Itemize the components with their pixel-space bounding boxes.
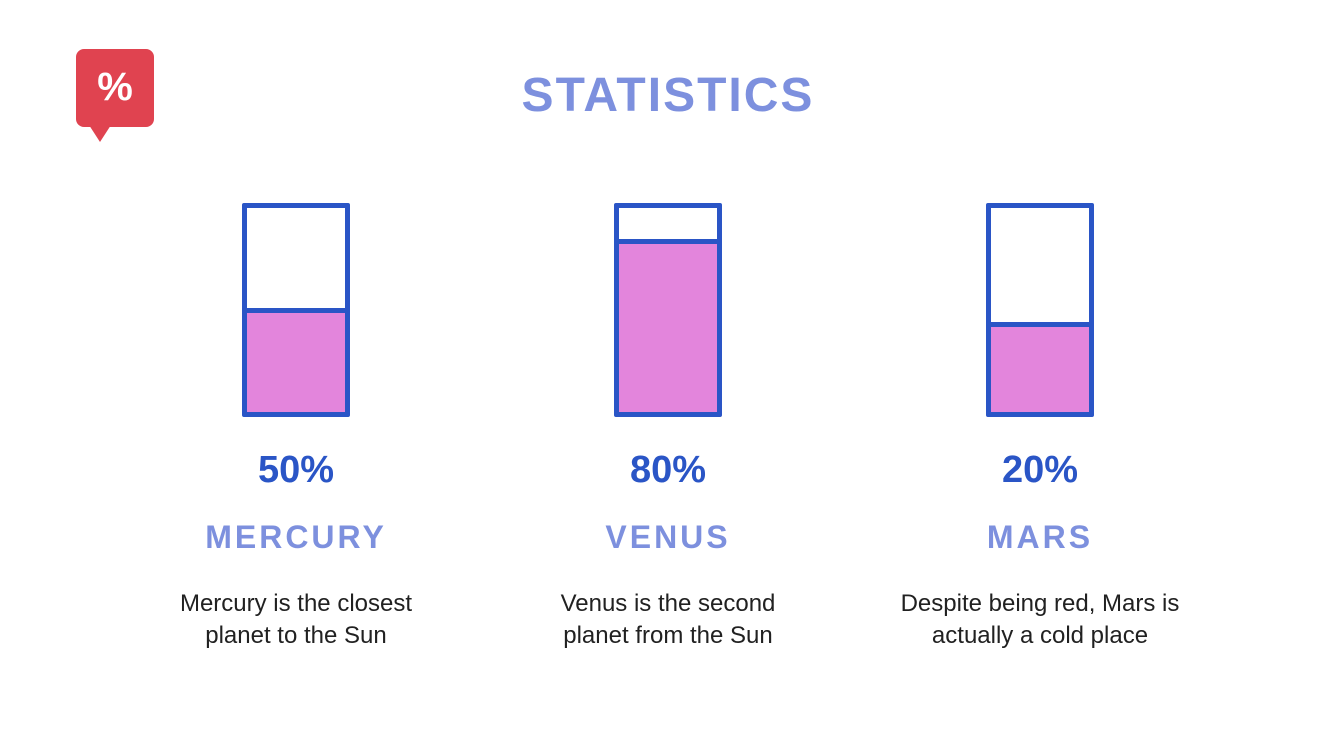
percent-icon: % bbox=[97, 65, 133, 109]
mercury-percent-value: 50% bbox=[257, 449, 335, 491]
venus-fill-bar bbox=[614, 203, 722, 417]
venus-description-line-2: planet from the Sun bbox=[563, 622, 773, 649]
mars-description-line-1: Despite being red, Mars is bbox=[900, 590, 1180, 617]
mercury-description-line-2: planet to the Sun bbox=[205, 622, 387, 649]
mars-fill-bar bbox=[986, 203, 1094, 417]
mars-name-label: MARS bbox=[986, 519, 1094, 555]
mars-description-line-2: actually a cold place bbox=[931, 622, 1149, 649]
venus-name-label: VENUS bbox=[605, 519, 731, 555]
mercury-description-line-1: Mercury is the closest bbox=[179, 590, 413, 617]
stat-column-mars: 20% MARS Despite being red, Mars is actu… bbox=[854, 203, 1226, 652]
mercury-bar-fill bbox=[247, 307, 345, 412]
slide-title: STATISTICS bbox=[521, 69, 815, 122]
stats-columns: 50% MERCURY Mercury is the closest plane… bbox=[110, 203, 1226, 652]
venus-bar-fill bbox=[619, 238, 717, 412]
mercury-description: Mercury is the closest planet to the Sun bbox=[180, 588, 412, 652]
mars-description: Despite being red, Mars is actually a co… bbox=[901, 588, 1180, 652]
venus-description-line-1: Venus is the second bbox=[560, 590, 776, 617]
mercury-fill-bar bbox=[242, 203, 350, 417]
stat-column-venus: 80% VENUS Venus is the second planet fro… bbox=[482, 203, 854, 652]
mars-bar-fill bbox=[991, 322, 1089, 412]
venus-description: Venus is the second planet from the Sun bbox=[561, 588, 776, 652]
mars-percent-value: 20% bbox=[1001, 449, 1079, 491]
percent-badge: % bbox=[76, 49, 154, 142]
venus-percent-value: 80% bbox=[629, 449, 707, 491]
mercury-name-label: MERCURY bbox=[205, 519, 387, 555]
percent-badge-tail bbox=[89, 125, 111, 142]
stat-column-mercury: 50% MERCURY Mercury is the closest plane… bbox=[110, 203, 482, 652]
